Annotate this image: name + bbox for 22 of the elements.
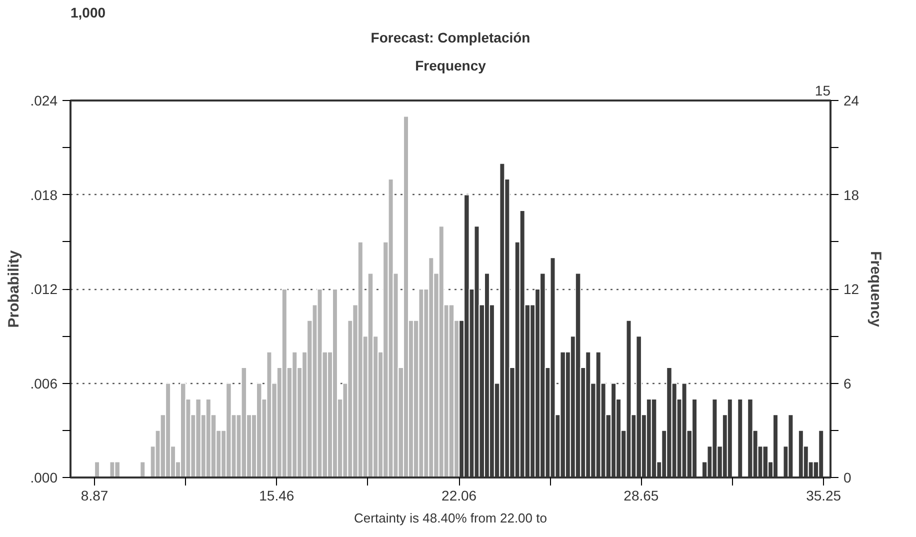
y-tick-label: .024 bbox=[30, 92, 58, 108]
x-tick-label: 15.46 bbox=[259, 488, 294, 504]
y-tick-label: .000 bbox=[30, 470, 58, 486]
y-tick-label: .018 bbox=[30, 186, 58, 203]
x-tick-label: 35.25 bbox=[806, 488, 842, 504]
y-tick-label: .006 bbox=[30, 375, 58, 392]
y2-tick-label: 6 bbox=[844, 375, 852, 392]
y-tick-label: .012 bbox=[30, 281, 58, 297]
y2-tick-label: 18 bbox=[844, 186, 860, 203]
y2-tick-label: 12 bbox=[844, 281, 860, 297]
text: Certainty is 48.40% from 22.00 to bbox=[354, 510, 547, 526]
y2-tick-label: 0 bbox=[844, 470, 852, 486]
x-tick-label: 8.87 bbox=[80, 488, 108, 504]
chart-subtitle: Frequency bbox=[415, 58, 486, 74]
text: 15 bbox=[814, 82, 831, 98]
y2-axis-title: Frequency bbox=[867, 251, 884, 328]
x-tick-label: 22.06 bbox=[442, 488, 477, 504]
y-axis-title: Probability bbox=[5, 250, 22, 328]
chart-title: Forecast: Completación bbox=[370, 30, 530, 46]
y2-tick-label: 24 bbox=[844, 92, 860, 108]
x-tick-label: 28.65 bbox=[624, 488, 659, 504]
text: 1,000 bbox=[70, 4, 106, 20]
